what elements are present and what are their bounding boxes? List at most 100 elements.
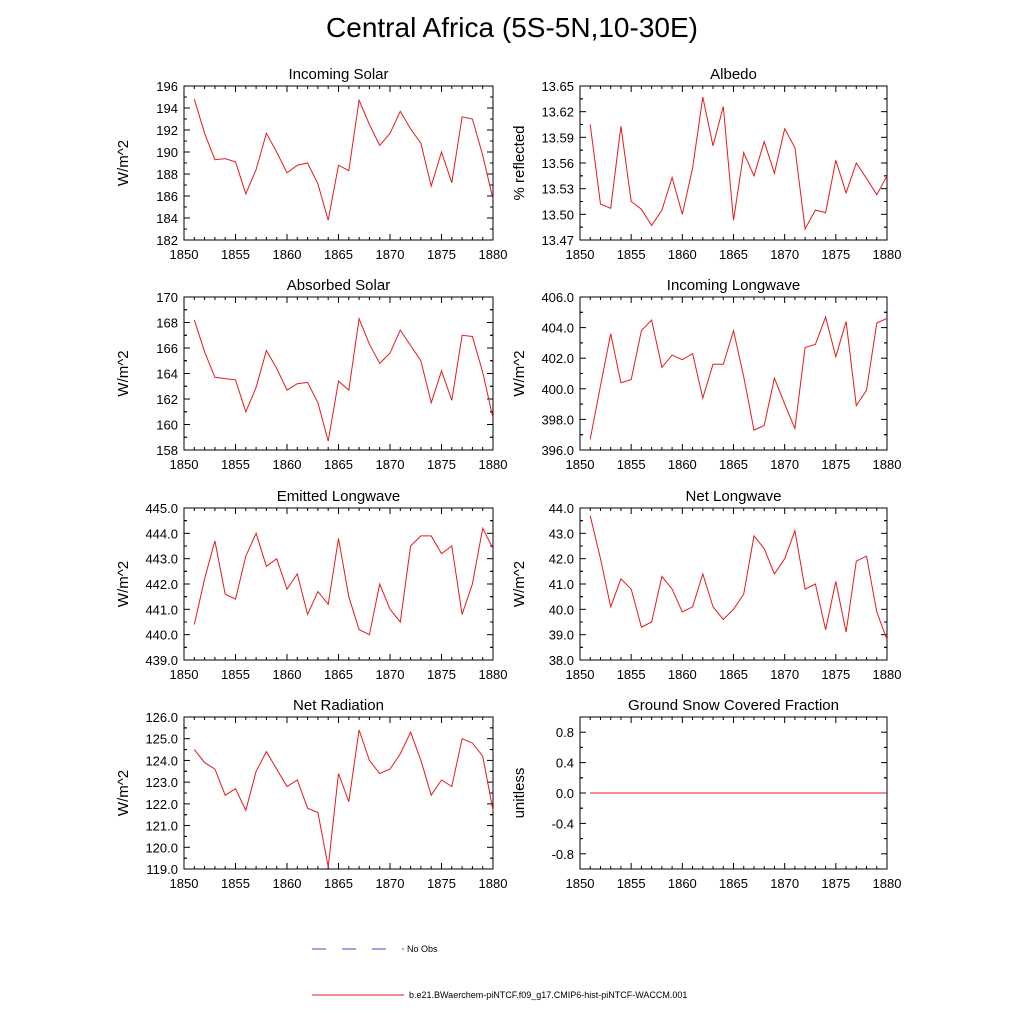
- albedo-ytick-label: 13.65: [541, 79, 574, 94]
- incoming-solar-title: Incoming Solar: [288, 66, 388, 83]
- emitted-longwave-frame: [183, 507, 494, 661]
- chart-incoming-longwave: Incoming Longwave W/m^2 1850 1855 1860 1865 18…: [511, 277, 901, 472]
- net-longwave-xtick-label: 1850: [566, 667, 595, 682]
- net-radiation-series-line: [193, 729, 494, 867]
- incoming-longwave-xtick-label: 1870: [770, 457, 799, 472]
- absorbed-solar-xtick-label: 1860: [273, 457, 302, 472]
- emitted-longwave-xtick-label: 1870: [376, 667, 405, 682]
- albedo-ytick-label: 13.53: [541, 182, 574, 197]
- legend-model-label: b.e21.BWaerchem-piNTCF.f09_g17.CMIP6-his…: [409, 990, 688, 1000]
- net-radiation-ytick-label: 126.0: [145, 710, 178, 725]
- albedo-xtick-label: 1860: [668, 247, 697, 262]
- net-longwave-xtick-label: 1880: [873, 667, 902, 682]
- incoming-longwave-xtick-label: 1855: [617, 457, 646, 472]
- incoming-longwave-ytick-label: 406.0: [541, 290, 574, 305]
- net-radiation-xtick-label: 1865: [324, 876, 353, 891]
- absorbed-solar-title: Absorbed Solar: [287, 277, 390, 294]
- incoming-solar-frame: [183, 85, 494, 241]
- absorbed-solar-ytick-label: 166: [156, 341, 178, 356]
- ground-snow-covered-fraction-ytick-label: 0.8: [556, 725, 574, 740]
- emitted-longwave-ytick-label: 443.0: [145, 552, 178, 567]
- incoming-solar-ytick-label: 196: [156, 79, 178, 94]
- net-longwave-series-line: [589, 515, 888, 640]
- incoming-solar-ytick-label: 182: [156, 233, 178, 248]
- absorbed-solar-xtick-label: 1875: [427, 457, 456, 472]
- absorbed-solar-frame: [183, 296, 494, 451]
- ground-snow-covered-fraction-xtick-label: 1860: [668, 876, 697, 891]
- albedo-series-line: [589, 96, 888, 231]
- ground-snow-covered-fraction-title: Ground Snow Covered Fraction: [628, 697, 839, 714]
- net-longwave-ytick-label: 42.0: [549, 552, 574, 567]
- emitted-longwave-xtick-label: 1875: [427, 667, 456, 682]
- incoming-longwave-ylabel: W/m^2: [511, 350, 528, 396]
- incoming-longwave-ytick-label: 400.0: [541, 382, 574, 397]
- chart-absorbed-solar: Absorbed Solar W/m^2 1850 1855 1860 1865 1870 1…: [115, 277, 507, 472]
- absorbed-solar-xtick-label: 1880: [479, 457, 508, 472]
- incoming-longwave-xtick-label: 1860: [668, 457, 697, 472]
- net-radiation-ytick-label: 125.0: [145, 732, 178, 747]
- emitted-longwave-ytick-label: 445.0: [145, 501, 178, 516]
- emitted-longwave-xtick-label: 1860: [273, 667, 302, 682]
- absorbed-solar-xtick-label: 1865: [324, 457, 353, 472]
- albedo-title: Albedo: [710, 66, 757, 83]
- net-radiation-xtick-label: 1855: [221, 876, 250, 891]
- net-longwave-ylabel: W/m^2: [511, 561, 528, 607]
- net-radiation-ytick-label: 119.0: [146, 862, 178, 877]
- incoming-solar-xtick-label: 1870: [376, 247, 405, 262]
- net-longwave-xtick-label: 1875: [821, 667, 850, 682]
- emitted-longwave-ytick-label: 442.0: [145, 577, 178, 592]
- net-longwave-ytick-label: 39.0: [549, 628, 574, 643]
- incoming-solar-xtick-label: 1850: [170, 247, 199, 262]
- incoming-longwave-ytick-label: 398.0: [541, 412, 574, 427]
- incoming-longwave-ytick-label: 396.0: [541, 443, 574, 458]
- figure-title: Central Africa (5S-5N,10-30E): [326, 12, 698, 43]
- net-radiation-xtick-label: 1850: [170, 876, 199, 891]
- net-longwave-ytick-label: 41.0: [549, 577, 574, 592]
- incoming-longwave-ytick-label: 402.0: [541, 351, 574, 366]
- emitted-longwave-ytick-label: 440.0: [145, 628, 178, 643]
- net-longwave-xtick-label: 1865: [719, 667, 748, 682]
- absorbed-solar-ytick-label: 162: [156, 392, 178, 407]
- chart-emitted-longwave: Emitted Longwave W/m^2 1850 1855 1860 1865 187…: [115, 488, 507, 682]
- ground-snow-covered-fraction-xtick-label: 1875: [821, 876, 850, 891]
- emitted-longwave-xtick-label: 1855: [221, 667, 250, 682]
- net-radiation-ytick-label: 123.0: [145, 775, 178, 790]
- incoming-longwave-xtick-label: 1850: [566, 457, 595, 472]
- net-radiation-xtick-label: 1880: [479, 876, 508, 891]
- emitted-longwave-ytick-label: 441.0: [145, 602, 178, 617]
- emitted-longwave-ylabel: W/m^2: [115, 561, 132, 607]
- albedo-xtick-label: 1880: [873, 247, 902, 262]
- incoming-solar-xtick-label: 1855: [221, 247, 250, 262]
- emitted-longwave-ytick-label: 444.0: [145, 526, 178, 541]
- net-radiation-ytick-label: 121.0: [145, 819, 178, 834]
- albedo-ytick-label: 13.50: [541, 207, 574, 222]
- incoming-solar-ytick-label: 192: [156, 123, 178, 138]
- incoming-longwave-xtick-label: 1875: [821, 457, 850, 472]
- ground-snow-covered-fraction-ytick-label: -0.4: [552, 816, 574, 831]
- incoming-solar-xtick-label: 1880: [479, 247, 508, 262]
- incoming-solar-ytick-label: 186: [156, 189, 178, 204]
- net-longwave-ytick-label: 43.0: [549, 526, 574, 541]
- albedo-ylabel: % reflected: [511, 125, 528, 200]
- emitted-longwave-series-line: [193, 526, 494, 636]
- net-radiation-ytick-label: 120.0: [145, 840, 178, 855]
- absorbed-solar-xtick-label: 1850: [170, 457, 199, 472]
- incoming-solar-series-line: [193, 98, 494, 221]
- albedo-xtick-label: 1865: [719, 247, 748, 262]
- incoming-longwave-frame: [579, 296, 888, 451]
- absorbed-solar-ytick-label: 170: [156, 290, 178, 305]
- net-longwave-title: Net Longwave: [686, 488, 782, 505]
- net-radiation-ytick-label: 124.0: [145, 753, 178, 768]
- chart-net-longwave: Net Longwave W/m^2 1850 1855 1860 1865 1870 187…: [511, 488, 901, 682]
- net-longwave-ytick-label: 38.0: [549, 653, 574, 668]
- absorbed-solar-series-line: [193, 316, 494, 442]
- albedo-xtick-label: 1870: [770, 247, 799, 262]
- emitted-longwave-xtick-label: 1865: [324, 667, 353, 682]
- emitted-longwave-title: Emitted Longwave: [277, 488, 400, 505]
- chart-albedo: Albedo % reflected 1850 1855 1860 1865 1870 187…: [511, 66, 901, 262]
- net-longwave-xtick-label: 1870: [770, 667, 799, 682]
- incoming-solar-ytick-label: 194: [156, 101, 178, 116]
- emitted-longwave-xtick-label: 1850: [170, 667, 199, 682]
- net-longwave-xtick-label: 1855: [617, 667, 646, 682]
- incoming-longwave-xtick-label: 1865: [719, 457, 748, 472]
